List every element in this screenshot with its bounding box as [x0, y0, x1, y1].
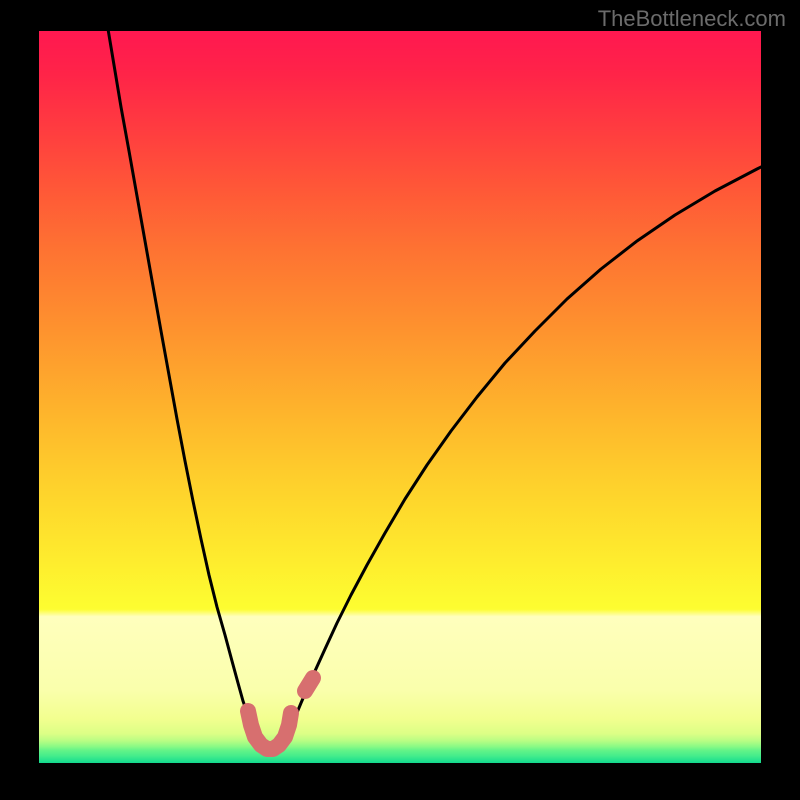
chart-background	[39, 31, 761, 763]
chart-svg	[39, 31, 761, 763]
highlight-dot-marker	[305, 678, 313, 691]
watermark: TheBottleneck.com	[598, 6, 786, 32]
bottleneck-curve-chart	[39, 31, 761, 763]
